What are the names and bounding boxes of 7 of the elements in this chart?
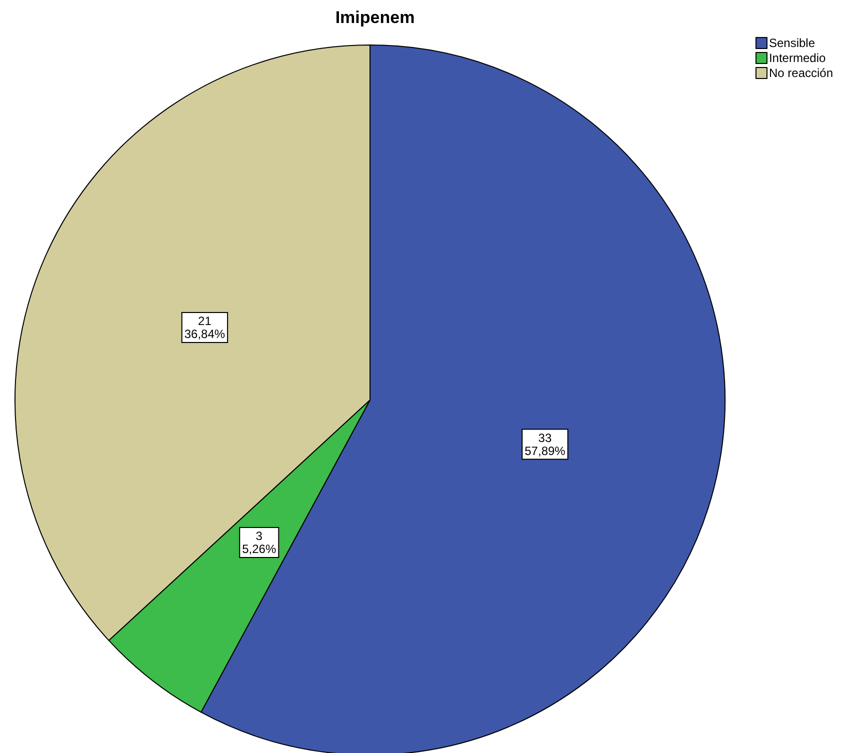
legend-label: Sensible [768,36,816,50]
data-label: 3 5,26% [242,528,276,556]
data-label: 33 57,89% [524,430,566,458]
data-label: 21 36,84% [184,314,226,341]
legend-label: Intermedio [768,51,826,65]
chart-title: Imipenem [335,8,415,27]
legend-label: No reacción [768,66,833,80]
